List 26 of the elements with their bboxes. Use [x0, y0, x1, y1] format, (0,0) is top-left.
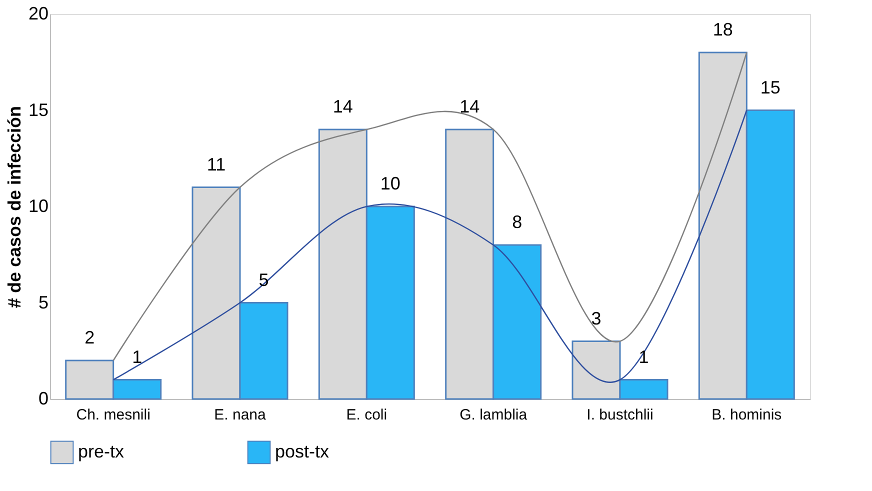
y-tick-label: 5 — [38, 292, 48, 312]
y-axis-title: # de casos de infección — [4, 106, 24, 308]
data-label: 1 — [638, 346, 649, 367]
data-label: 2 — [84, 328, 95, 348]
data-label: 18 — [712, 20, 733, 40]
data-label: 8 — [512, 212, 522, 232]
data-label: 11 — [206, 154, 226, 174]
data-label: 15 — [760, 77, 780, 98]
legend-label: pre-tx — [78, 441, 124, 462]
data-label: 3 — [591, 308, 602, 328]
data-label: 14 — [332, 96, 353, 116]
data-label: 10 — [380, 174, 400, 194]
y-tick-label: 0 — [38, 388, 48, 408]
x-tick-label: E. coli — [346, 406, 388, 424]
line-series — [112, 52, 748, 362]
x-tick-label: G. lamblia — [460, 406, 528, 424]
y-tick-label: 15 — [28, 100, 48, 120]
data-label: 1 — [132, 346, 142, 367]
y-tick-label: 10 — [28, 196, 48, 216]
legend-label: post-tx — [275, 441, 330, 462]
x-tick-label: B. hominis — [712, 406, 782, 424]
data-label: 14 — [460, 96, 480, 116]
y-tick-label: 20 — [28, 4, 48, 24]
x-tick-label: I. bustchlii — [586, 406, 654, 424]
x-tick-label: Ch. mesnili — [76, 406, 150, 424]
x-tick-label: E. nana — [214, 406, 267, 424]
